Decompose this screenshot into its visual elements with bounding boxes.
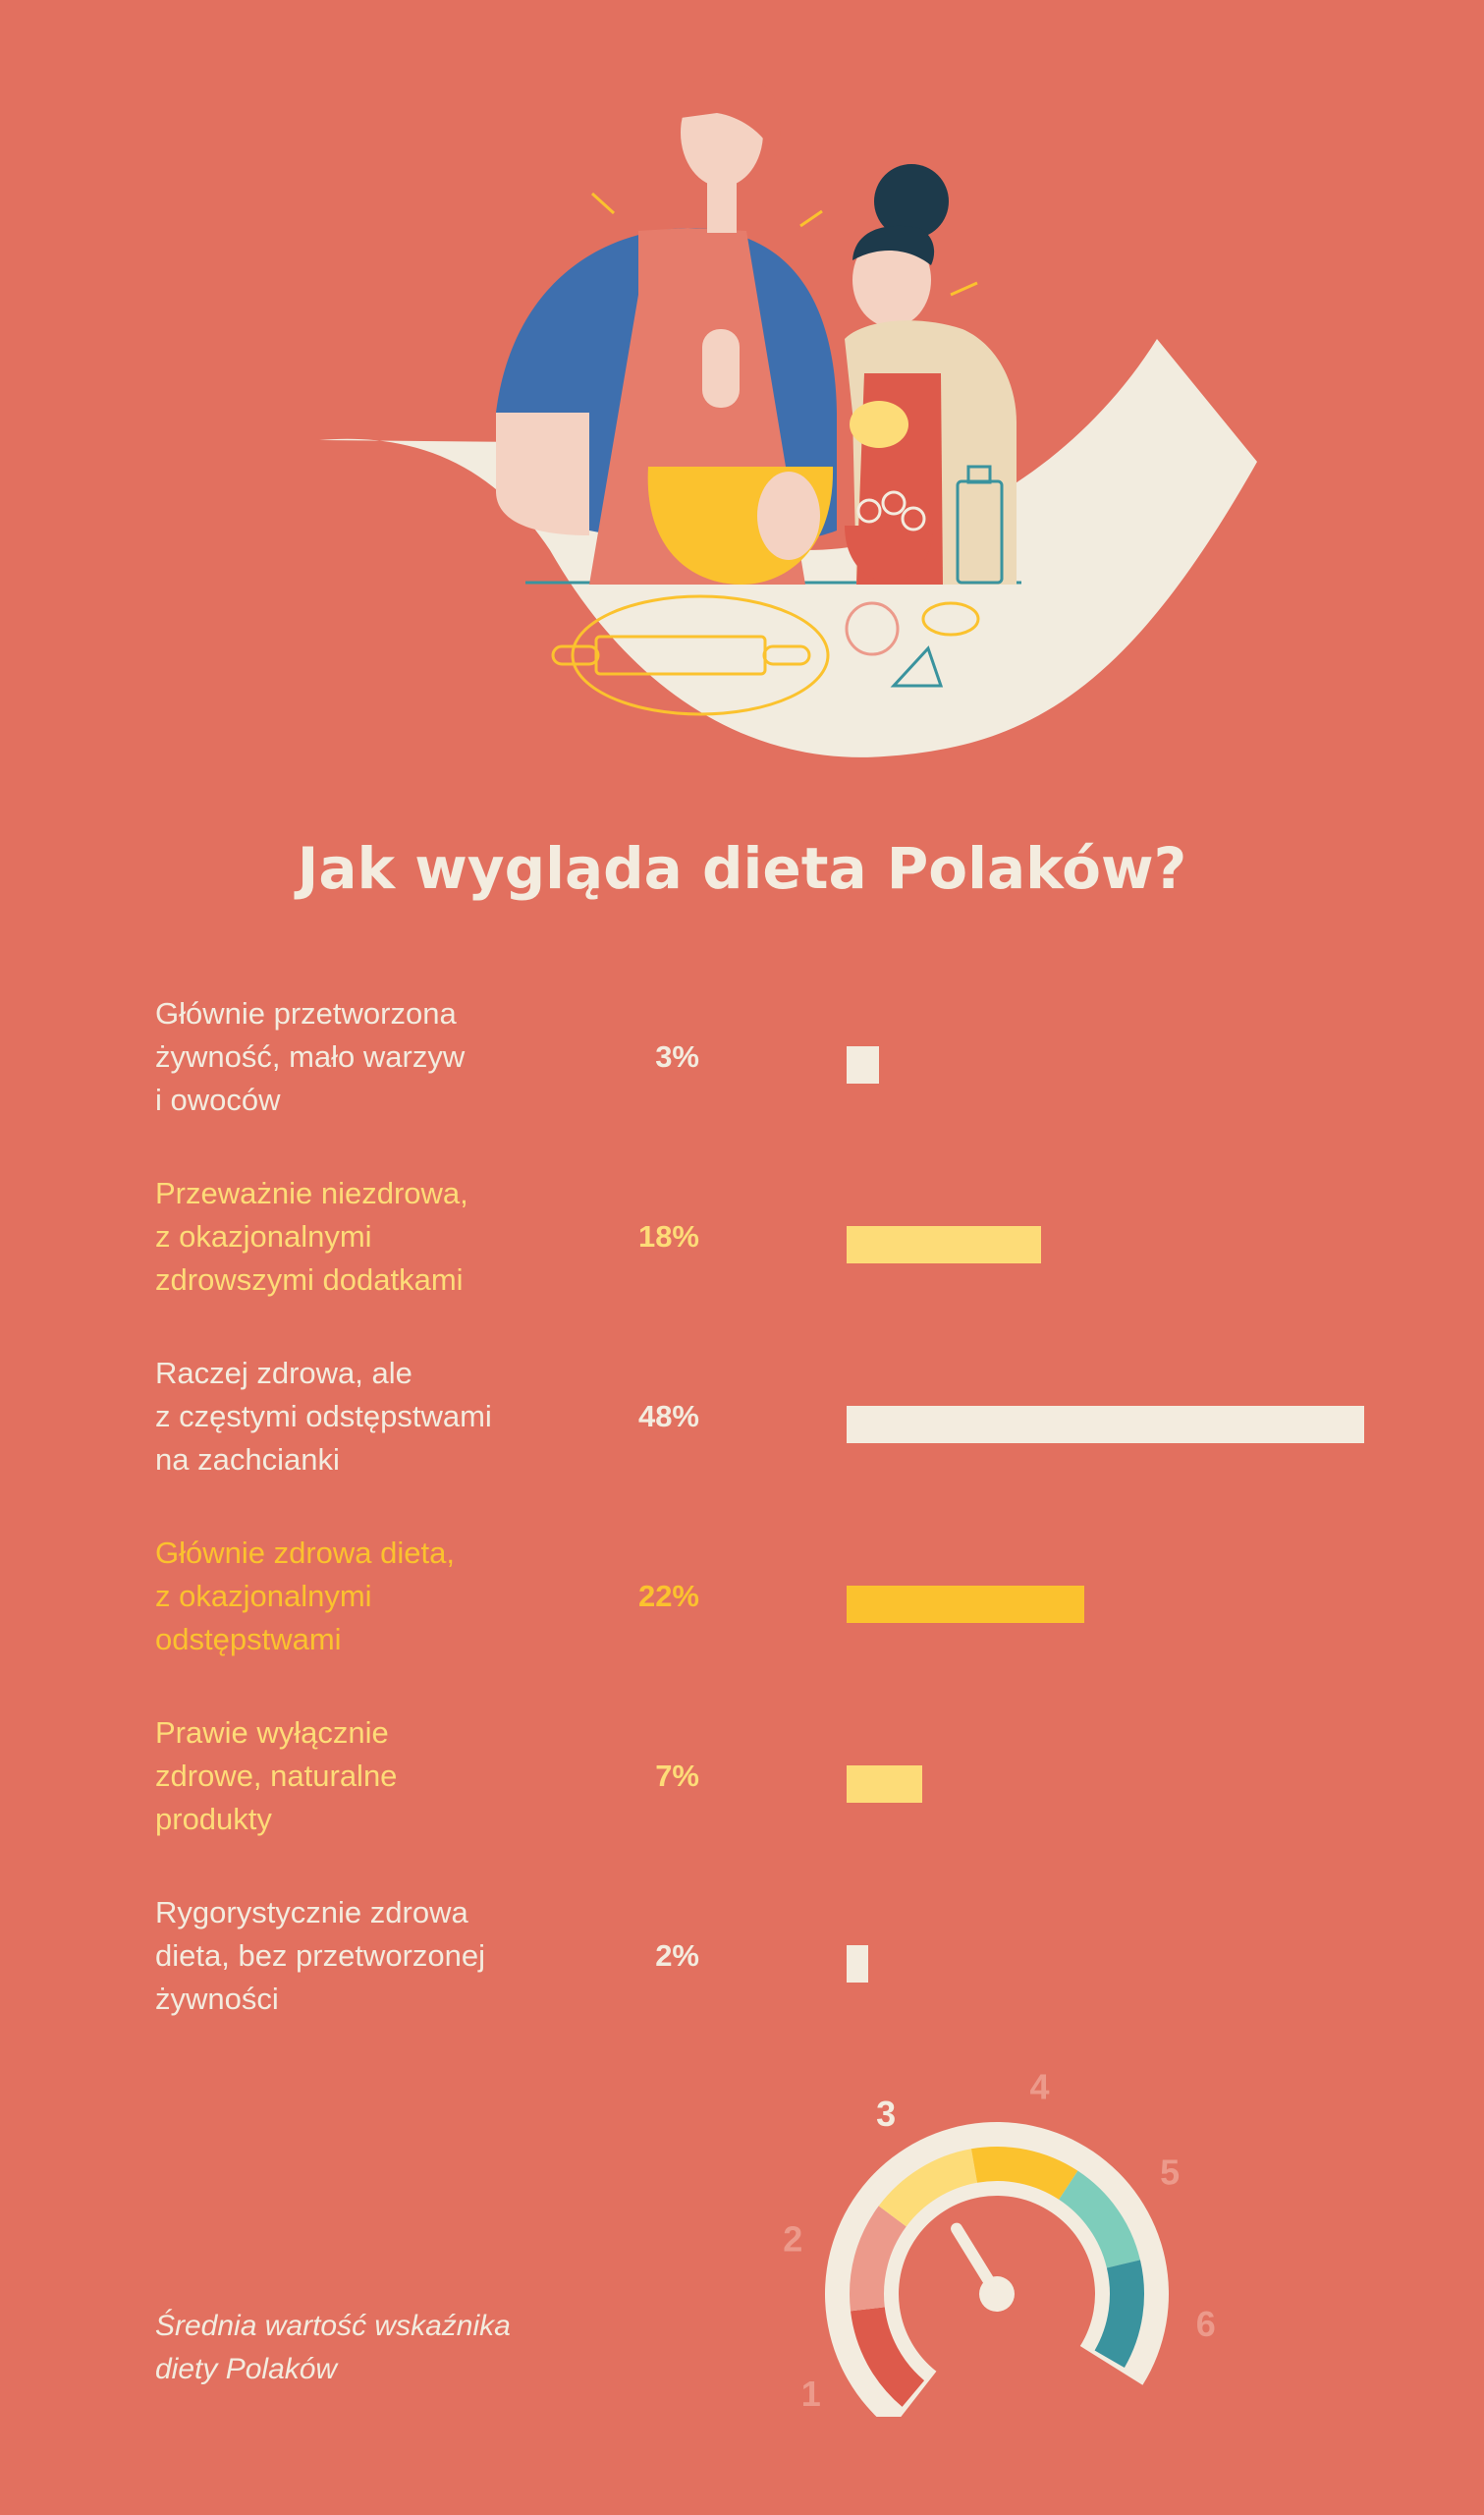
- gauge-segment: [970, 2147, 1078, 2200]
- value-label: 22%: [637, 1579, 699, 1613]
- gauge-scale-label: 3: [876, 2094, 896, 2134]
- value-label: 18%: [637, 1219, 699, 1254]
- chart-row: Rygorystycznie zdrowa dieta, bez przetwo…: [0, 1891, 1484, 2029]
- cooking-illustration: [319, 74, 1257, 757]
- chart-row: Prawie wyłącznie zdrowe, naturalne produ…: [0, 1711, 1484, 1849]
- gauge-segment: [1059, 2170, 1140, 2268]
- value-label: 2%: [655, 1938, 699, 1973]
- gauge-hub: [979, 2276, 1015, 2312]
- bar: [847, 1586, 1084, 1623]
- gauge-scale-label: 6: [1196, 2304, 1216, 2344]
- chart-row: Głównie przetworzona żywność, mało warzy…: [0, 992, 1484, 1130]
- category-label: Rygorystycznie zdrowa dieta, bez przetwo…: [155, 1895, 486, 2016]
- bar: [847, 1406, 1364, 1443]
- gauge-scale-label: 4: [1029, 2066, 1049, 2106]
- gauge-segment: [878, 2149, 978, 2227]
- gauge-segment: [851, 2307, 925, 2407]
- category-label: Przeważnie niezdrowa, z okazjonalnymi zd…: [155, 1176, 468, 1297]
- gauge-caption: Średnia wartość wskaźnika diety Polaków: [155, 2310, 511, 2385]
- gauge-scale-label: 5: [1160, 2152, 1180, 2193]
- gauge-scale-label: 2: [783, 2218, 802, 2259]
- category-label: Głównie zdrowa dieta, z okazjonalnymi od…: [155, 1536, 455, 1656]
- value-label: 48%: [637, 1399, 699, 1433]
- diet-index-gauge: 1 2 3 4 5 6: [783, 2066, 1216, 2417]
- bar: [847, 1046, 879, 1084]
- gauge-segment: [1094, 2260, 1144, 2368]
- bar: [847, 1226, 1041, 1263]
- category-label: Prawie wyłącznie zdrowe, naturalne produ…: [155, 1715, 398, 1836]
- chart-row: Raczej zdrowa, ale z częstymi odstępstwa…: [0, 1352, 1484, 1489]
- page-title: Jak wygląda dieta Polaków?: [297, 835, 1187, 902]
- chart-row: Głównie zdrowa dieta, z okazjonalnymi od…: [0, 1532, 1484, 1669]
- category-label: Głównie przetworzona żywność, mało warzy…: [155, 996, 466, 1117]
- bar: [847, 1765, 922, 1803]
- value-label: 3%: [655, 1039, 699, 1074]
- category-label: Raczej zdrowa, ale z częstymi odstępstwa…: [155, 1356, 492, 1477]
- gauge-scale-label: 1: [801, 2374, 821, 2414]
- bar: [847, 1945, 868, 1983]
- value-label: 7%: [655, 1759, 699, 1793]
- chart-row: Przeważnie niezdrowa, z okazjonalnymi zd…: [0, 1172, 1484, 1310]
- gauge-segment: [850, 2206, 907, 2312]
